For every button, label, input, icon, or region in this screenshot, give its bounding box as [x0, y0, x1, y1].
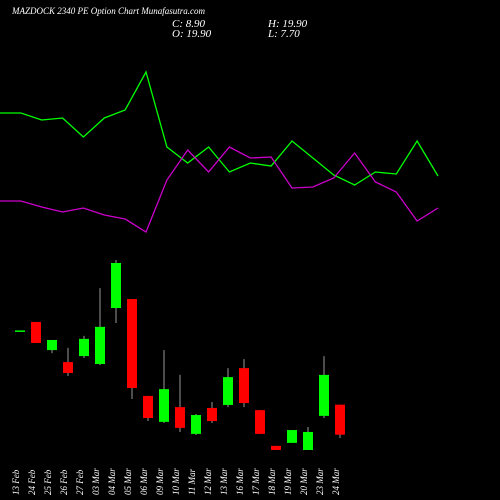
candle-body	[287, 430, 297, 443]
x-tick-label: 13 Feb	[11, 469, 21, 495]
x-tick-label: 04 Mar	[107, 468, 117, 495]
high-label: H: 19.90	[267, 18, 308, 30]
x-tick-label: 26 Feb	[59, 469, 69, 495]
candle-body	[63, 362, 73, 374]
low-label: L: 7.70	[267, 28, 300, 40]
x-tick-label: 06 Mar	[139, 468, 149, 495]
x-tick-label: 11 Mar	[187, 468, 197, 495]
candle-body	[159, 389, 169, 422]
x-tick-label: 13 Mar	[219, 468, 229, 495]
x-tick-label: 16 Mar	[235, 468, 245, 495]
candle-body	[127, 299, 137, 389]
candle-body	[271, 445, 281, 450]
candle-body	[143, 395, 153, 419]
candle-body	[255, 410, 265, 434]
candle-body	[191, 415, 201, 434]
x-tick-label: 25 Feb	[43, 469, 53, 495]
x-tick-label: 05 Mar	[123, 468, 133, 495]
candle-body	[303, 431, 313, 450]
candle-body	[239, 368, 249, 404]
candle-body	[223, 377, 233, 405]
candle-body	[95, 326, 105, 364]
close-label: C: 8.90	[172, 18, 206, 30]
candle-body	[335, 404, 345, 435]
candle-body	[31, 321, 41, 343]
x-tick-label: 24 Feb	[27, 469, 37, 495]
candle-body	[207, 407, 217, 422]
x-tick-label: 10 Mar	[171, 468, 181, 495]
x-tick-label: 18 Mar	[267, 468, 277, 495]
open-label: O: 19.90	[172, 28, 212, 40]
candle-body	[15, 330, 25, 332]
candle-body	[111, 262, 121, 309]
candle-body	[319, 374, 329, 416]
x-tick-label: 19 Mar	[283, 468, 293, 495]
x-tick-label: 09 Mar	[155, 468, 165, 495]
x-tick-label: 12 Mar	[203, 468, 213, 495]
candle-body	[47, 339, 57, 351]
x-tick-label: 24 Mar	[331, 468, 341, 495]
candle-body	[79, 338, 89, 357]
x-tick-label: 27 Feb	[75, 469, 85, 495]
chart-title: MAZDOCK 2340 PE Option Chart Munafasutra…	[11, 6, 206, 16]
x-tick-label: 03 Mar	[91, 468, 101, 495]
candle-body	[175, 407, 185, 428]
x-tick-label: 23 Mar	[315, 468, 325, 495]
x-tick-label: 17 Mar	[251, 468, 261, 495]
x-tick-label: 20 Mar	[299, 468, 309, 495]
indicator-line	[0, 146, 439, 233]
